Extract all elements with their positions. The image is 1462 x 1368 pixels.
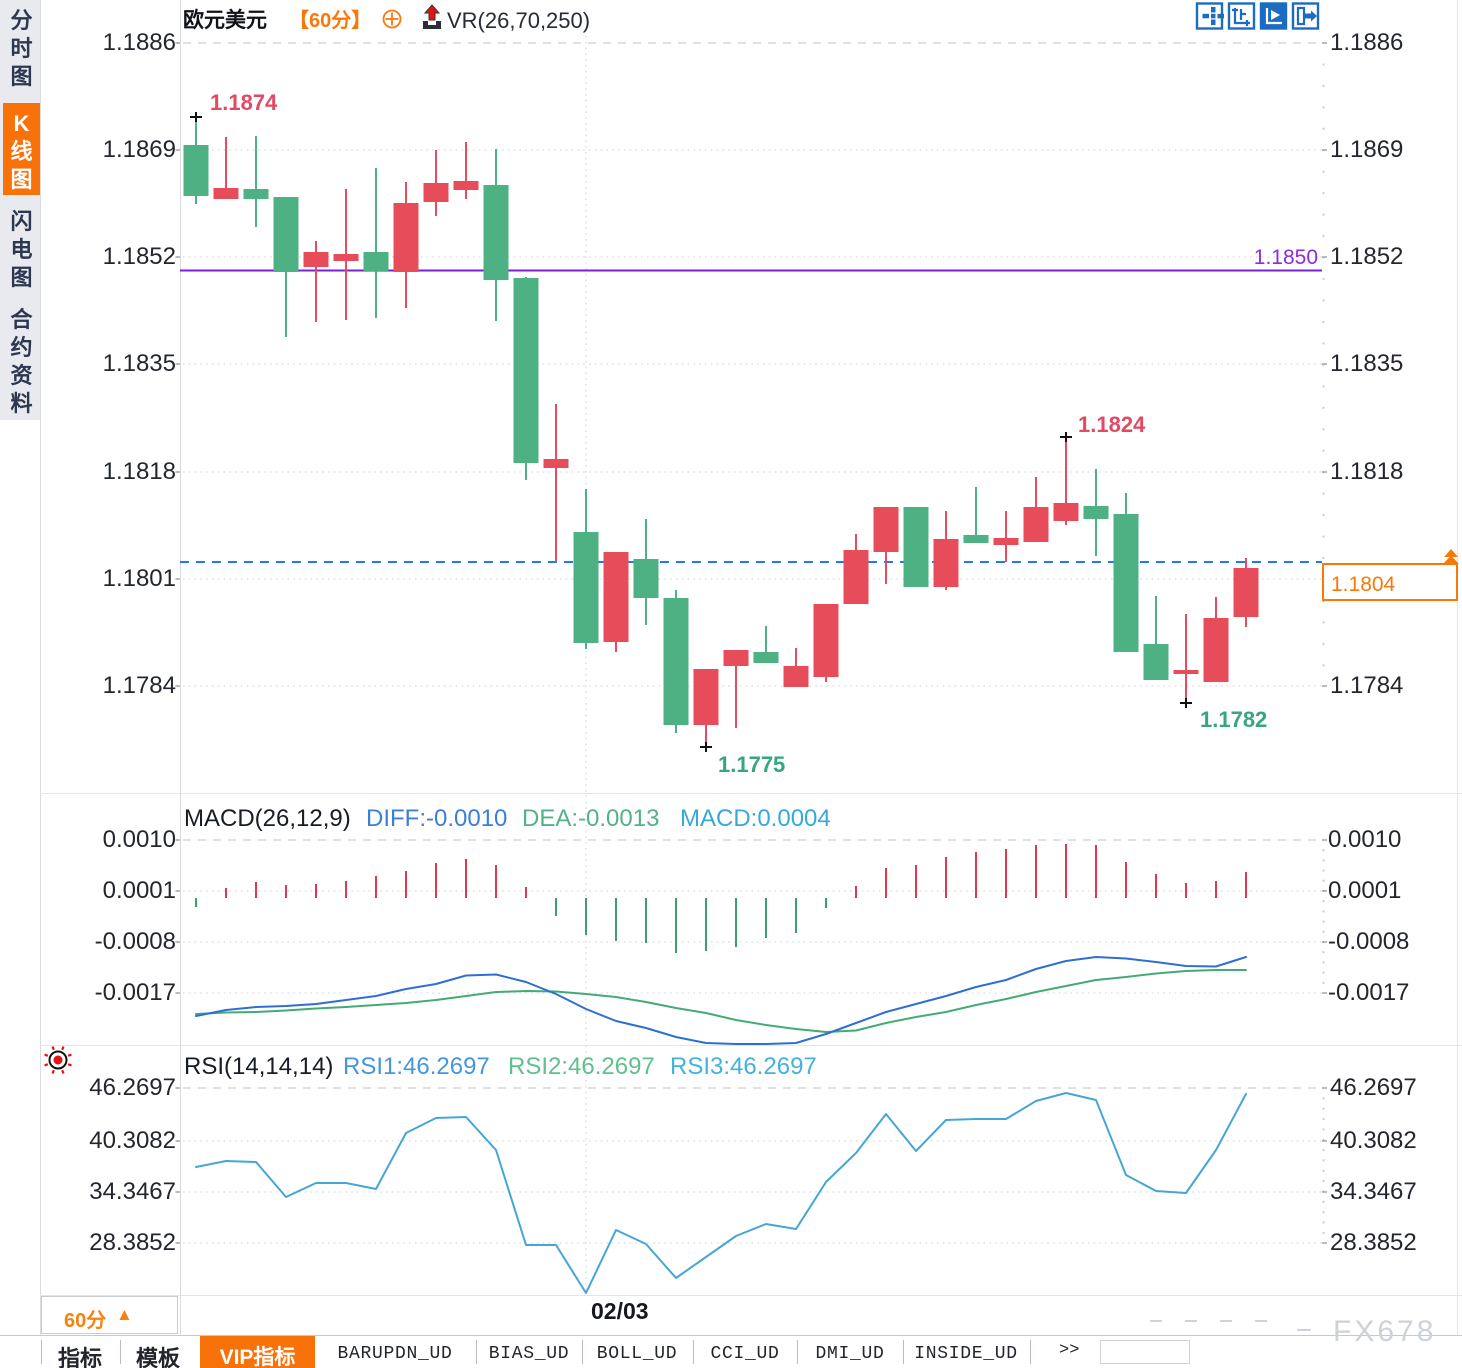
svg-text:DEA:-0.0013: DEA:-0.0013 [522, 805, 659, 832]
svg-text:RSI(14,14,14): RSI(14,14,14) [184, 1053, 333, 1080]
svg-text:1.1886: 1.1886 [103, 29, 176, 56]
svg-text:-0.0017: -0.0017 [95, 979, 176, 1006]
svg-text:46.2697: 46.2697 [89, 1074, 176, 1101]
svg-text:-0.0008: -0.0008 [1328, 928, 1409, 955]
svg-text:28.3852: 28.3852 [1330, 1229, 1417, 1256]
svg-text:-0.0008: -0.0008 [95, 928, 176, 955]
svg-text:1.1869: 1.1869 [103, 136, 176, 163]
svg-text:【60分】: 【60分】 [289, 9, 371, 32]
svg-text:0.0010: 0.0010 [103, 826, 176, 853]
svg-text:1.1874: 1.1874 [210, 90, 278, 115]
svg-text:1.1784: 1.1784 [103, 672, 176, 699]
svg-text:0.0010: 0.0010 [1328, 826, 1401, 853]
svg-text:1.1886: 1.1886 [1330, 29, 1403, 56]
svg-text:0.0001: 0.0001 [1328, 877, 1401, 904]
svg-text:1.1784: 1.1784 [1330, 672, 1403, 699]
svg-text:0.0001: 0.0001 [103, 877, 176, 904]
svg-text:1.1818: 1.1818 [103, 458, 176, 485]
svg-text:1.1850: 1.1850 [1254, 246, 1318, 269]
svg-text:RSI1:46.2697: RSI1:46.2697 [343, 1053, 490, 1080]
svg-text:1.1824: 1.1824 [1078, 412, 1146, 437]
svg-text:34.3467: 34.3467 [1330, 1178, 1417, 1205]
svg-text:1.1801: 1.1801 [103, 565, 176, 592]
svg-text:1.1775: 1.1775 [718, 752, 785, 777]
svg-text:1.1852: 1.1852 [1330, 243, 1403, 270]
svg-text:MACD(26,12,9): MACD(26,12,9) [184, 805, 351, 832]
svg-text:-0.0017: -0.0017 [1328, 979, 1409, 1006]
svg-text:1.1852: 1.1852 [103, 243, 176, 270]
svg-text:46.2697: 46.2697 [1330, 1074, 1417, 1101]
svg-text:1.1835: 1.1835 [1330, 350, 1403, 377]
svg-text:1.1835: 1.1835 [103, 350, 176, 377]
svg-text:40.3082: 40.3082 [89, 1127, 176, 1154]
svg-text:FX678: FX678 [1333, 1315, 1436, 1348]
svg-text:VR(26,70,250): VR(26,70,250) [447, 8, 590, 33]
svg-text:RSI3:46.2697: RSI3:46.2697 [670, 1053, 817, 1080]
svg-text:欧元美元: 欧元美元 [183, 8, 267, 32]
svg-text:DIFF:-0.0010: DIFF:-0.0010 [366, 805, 507, 832]
svg-text:28.3852: 28.3852 [89, 1229, 176, 1256]
svg-text:02/03: 02/03 [591, 1298, 649, 1324]
svg-text:1.1818: 1.1818 [1330, 458, 1403, 485]
svg-text:40.3082: 40.3082 [1330, 1127, 1417, 1154]
svg-text:1.1782: 1.1782 [1200, 707, 1267, 732]
svg-text:1.1804: 1.1804 [1331, 573, 1396, 596]
svg-text:RSI2:46.2697: RSI2:46.2697 [508, 1053, 655, 1080]
svg-text:34.3467: 34.3467 [89, 1178, 176, 1205]
svg-text:MACD:0.0004: MACD:0.0004 [680, 805, 831, 832]
svg-text:1.1869: 1.1869 [1330, 136, 1403, 163]
